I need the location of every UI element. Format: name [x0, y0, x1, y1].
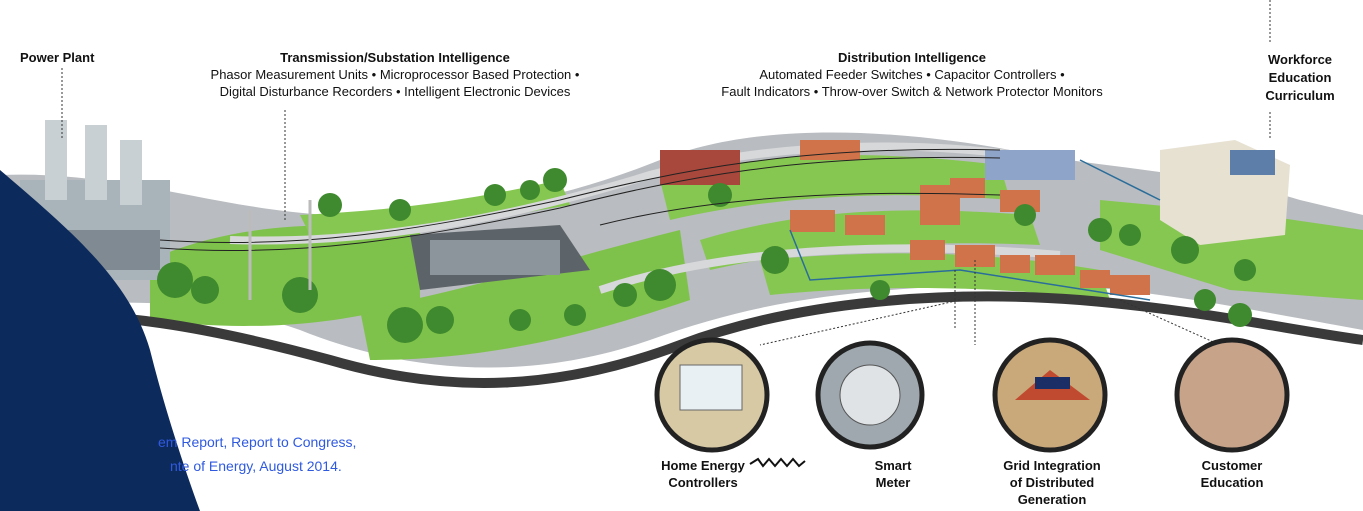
- transmission-line: Phasor Measurement Units • Microprocesso…: [211, 67, 580, 82]
- workforce-label: Education: [1269, 70, 1332, 85]
- callout-label: Education: [1201, 475, 1264, 490]
- workforce-label: Workforce: [1268, 52, 1332, 67]
- meter-icon: [840, 365, 900, 425]
- callout-label: Home Energy: [661, 458, 746, 473]
- callout-label: Generation: [1018, 492, 1087, 507]
- callout-circles: [657, 340, 1287, 450]
- callout-label: Smart: [875, 458, 913, 473]
- wave-connector: [750, 459, 805, 466]
- transmission-title: Transmission/Substation Intelligence: [280, 50, 510, 65]
- distribution-line: Automated Feeder Switches • Capacitor Co…: [759, 67, 1065, 82]
- callout-label: Customer: [1202, 458, 1263, 473]
- distribution-line: Fault Indicators • Throw-over Switch & N…: [721, 84, 1103, 99]
- transmission-line: Digital Disturbance Recorders • Intellig…: [220, 84, 571, 99]
- citation: nte of Energy, August 2014.: [170, 458, 342, 474]
- callout-label: of Distributed: [1010, 475, 1095, 490]
- citation: em Report, Report to Congress,: [158, 434, 356, 450]
- callout-label: Controllers: [668, 475, 737, 490]
- callout-label: Meter: [876, 475, 911, 490]
- power-plant-label: Power Plant: [20, 50, 95, 65]
- smart-grid-diagram: Power Plant Transmission/Substation Inte…: [0, 0, 1363, 511]
- workforce-label: Curriculum: [1265, 88, 1334, 103]
- landscape: [0, 120, 1363, 383]
- callout-label: Grid Integration: [1003, 458, 1101, 473]
- distribution-title: Distribution Intelligence: [838, 50, 986, 65]
- screen-icon: [680, 365, 742, 410]
- solar-icon: [1035, 377, 1070, 389]
